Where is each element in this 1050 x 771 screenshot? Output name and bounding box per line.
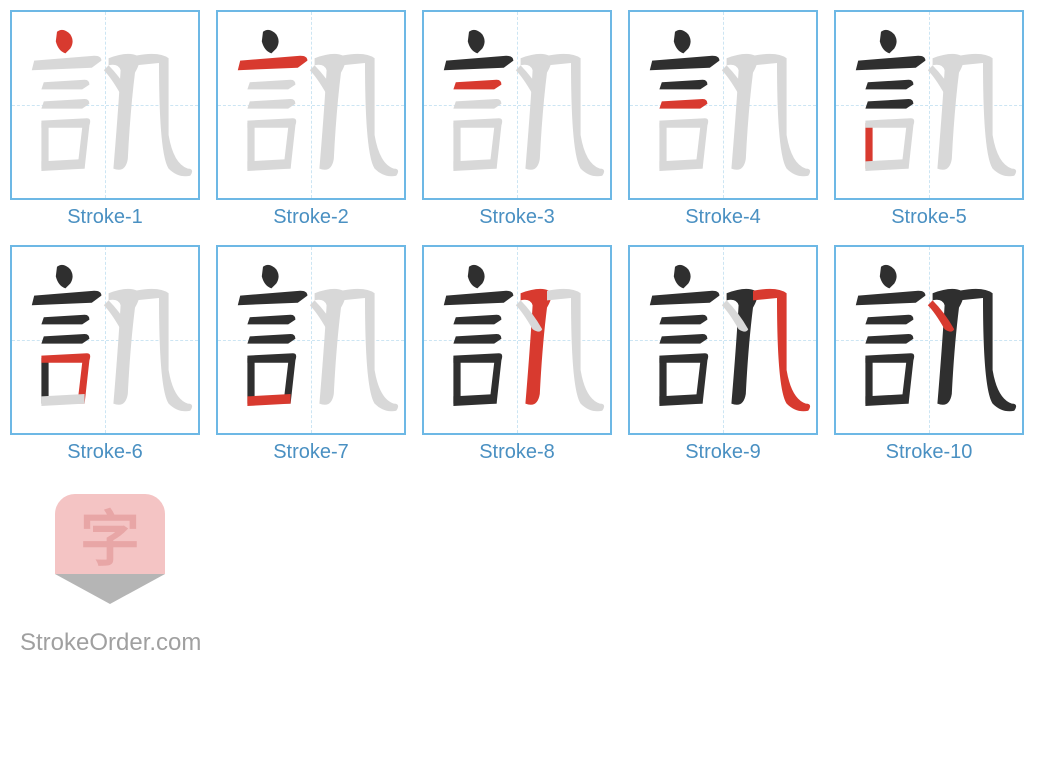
stroke-label: Stroke-5 bbox=[891, 206, 967, 229]
stroke-path-3 bbox=[247, 315, 295, 325]
stroke-cell-5: Stroke-5 bbox=[834, 10, 1024, 229]
stroke-path-2 bbox=[444, 56, 514, 70]
stroke-path-4 bbox=[865, 334, 913, 344]
stroke-grid: Stroke-1 Stroke-2 Stroke-3 Stroke-4 Stroke-5… bbox=[10, 10, 1040, 464]
stroke-label: Stroke-6 bbox=[67, 441, 143, 464]
stroke-path-9 bbox=[341, 54, 398, 176]
logo: 字 bbox=[40, 494, 180, 604]
stroke-path-1 bbox=[880, 265, 897, 289]
stroke-cell-2: Stroke-2 bbox=[216, 10, 406, 229]
stroke-path-4 bbox=[659, 334, 707, 344]
stroke-cell-7: Stroke-7 bbox=[216, 245, 406, 464]
stroke-label: Stroke-2 bbox=[273, 206, 349, 229]
stroke-path-2 bbox=[238, 291, 308, 305]
stroke-path-2 bbox=[856, 56, 926, 70]
stroke-label: Stroke-8 bbox=[479, 441, 555, 464]
stroke-path-2 bbox=[650, 56, 720, 70]
stroke-path-4 bbox=[659, 99, 707, 109]
character-svg bbox=[221, 15, 401, 195]
stroke-label: Stroke-10 bbox=[886, 441, 973, 464]
stroke-label: Stroke-1 bbox=[67, 206, 143, 229]
stroke-path-1 bbox=[468, 265, 485, 289]
stroke-box bbox=[834, 10, 1024, 200]
stroke-path-9 bbox=[959, 54, 1016, 176]
logo-pencil-tip bbox=[55, 574, 165, 604]
logo-section: 字 bbox=[10, 464, 1040, 604]
stroke-path-4 bbox=[247, 334, 295, 344]
stroke-cell-1: Stroke-1 bbox=[10, 10, 200, 229]
stroke-label: Stroke-7 bbox=[273, 441, 349, 464]
stroke-path-9 bbox=[753, 289, 810, 411]
stroke-cell-3: Stroke-3 bbox=[422, 10, 612, 229]
stroke-cell-8: Stroke-8 bbox=[422, 245, 612, 464]
stroke-path-1 bbox=[56, 30, 73, 54]
stroke-path-4 bbox=[41, 99, 89, 109]
character-svg bbox=[15, 250, 195, 430]
stroke-path-3 bbox=[247, 80, 295, 90]
stroke-path-4 bbox=[247, 99, 295, 109]
site-name: StrokeOrder.com bbox=[20, 629, 1040, 657]
stroke-path-3 bbox=[41, 315, 89, 325]
character-svg bbox=[221, 250, 401, 430]
character-svg bbox=[633, 250, 813, 430]
stroke-box bbox=[216, 10, 406, 200]
character-svg bbox=[15, 15, 195, 195]
stroke-path-1 bbox=[880, 30, 897, 54]
stroke-path-9 bbox=[959, 289, 1016, 411]
stroke-box bbox=[10, 10, 200, 200]
stroke-path-2 bbox=[238, 56, 308, 70]
stroke-path-2 bbox=[32, 291, 102, 305]
character-svg bbox=[633, 15, 813, 195]
character-svg bbox=[839, 15, 1019, 195]
stroke-box bbox=[628, 245, 818, 435]
stroke-path-9 bbox=[135, 289, 192, 411]
stroke-box bbox=[628, 10, 818, 200]
stroke-path-2 bbox=[856, 291, 926, 305]
logo-badge: 字 bbox=[55, 494, 165, 574]
stroke-path-9 bbox=[547, 289, 604, 411]
stroke-cell-9: Stroke-9 bbox=[628, 245, 818, 464]
stroke-path-1 bbox=[262, 265, 279, 289]
character-svg bbox=[839, 250, 1019, 430]
stroke-path-3 bbox=[659, 80, 707, 90]
stroke-path-1 bbox=[674, 265, 691, 289]
stroke-cell-4: Stroke-4 bbox=[628, 10, 818, 229]
stroke-path-3 bbox=[453, 315, 501, 325]
stroke-path-9 bbox=[341, 289, 398, 411]
stroke-path-9 bbox=[135, 54, 192, 176]
stroke-label: Stroke-4 bbox=[685, 206, 761, 229]
stroke-path-4 bbox=[865, 99, 913, 109]
stroke-path-4 bbox=[453, 334, 501, 344]
stroke-path-3 bbox=[659, 315, 707, 325]
stroke-path-2 bbox=[444, 291, 514, 305]
stroke-path-3 bbox=[453, 80, 501, 90]
stroke-path-4 bbox=[453, 99, 501, 109]
stroke-path-1 bbox=[56, 265, 73, 289]
logo-char: 字 bbox=[80, 491, 140, 578]
stroke-box bbox=[10, 245, 200, 435]
stroke-box bbox=[834, 245, 1024, 435]
stroke-path-2 bbox=[32, 56, 102, 70]
stroke-box bbox=[422, 10, 612, 200]
stroke-cell-6: Stroke-6 bbox=[10, 245, 200, 464]
stroke-box bbox=[422, 245, 612, 435]
stroke-path-3 bbox=[865, 80, 913, 90]
character-svg bbox=[427, 15, 607, 195]
character-svg bbox=[427, 250, 607, 430]
stroke-cell-10: Stroke-10 bbox=[834, 245, 1024, 464]
stroke-path-1 bbox=[262, 30, 279, 54]
stroke-box bbox=[216, 245, 406, 435]
stroke-path-3 bbox=[41, 80, 89, 90]
stroke-label: Stroke-9 bbox=[685, 441, 761, 464]
stroke-path-9 bbox=[753, 54, 810, 176]
stroke-path-4 bbox=[41, 334, 89, 344]
stroke-label: Stroke-3 bbox=[479, 206, 555, 229]
stroke-path-2 bbox=[650, 291, 720, 305]
stroke-path-1 bbox=[468, 30, 485, 54]
stroke-path-3 bbox=[865, 315, 913, 325]
stroke-path-9 bbox=[547, 54, 604, 176]
stroke-path-1 bbox=[674, 30, 691, 54]
